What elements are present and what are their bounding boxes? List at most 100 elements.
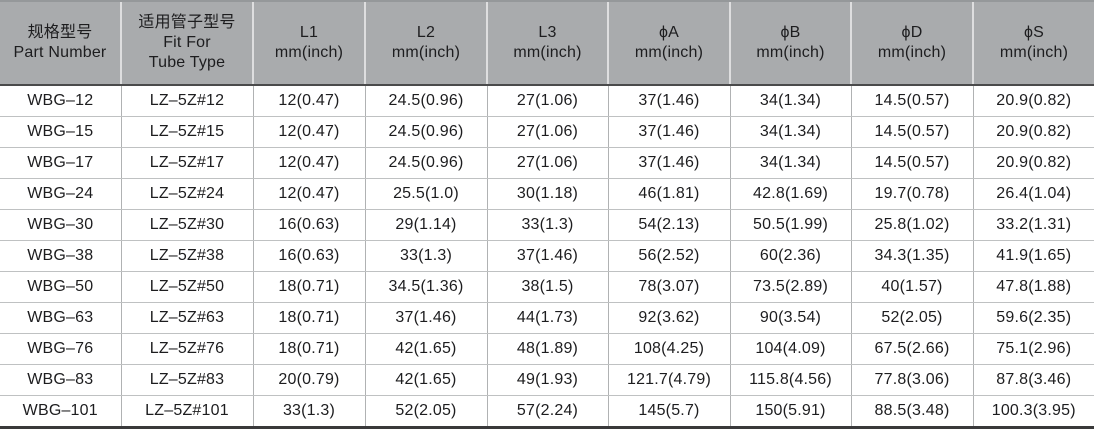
cell-phi-s: 41.9(1.65) [972, 240, 1094, 272]
cell-phi-s: 100.3(3.95) [972, 395, 1094, 429]
cell-phi-a: 121.7(4.79) [607, 364, 730, 396]
table-row: WBG–38 LZ–5Z#38 16(0.63) 33(1.3) 37(1.46) 56(… [0, 240, 1094, 272]
cell-l3: 57(2.24) [486, 395, 608, 429]
column-header-l3-line: mm(inch) [513, 44, 582, 61]
column-header-phi-b-line: mm(inch) [756, 44, 825, 61]
cell-part-number: WBG–63 [0, 302, 121, 334]
cell-phi-s: 26.4(1.04) [972, 178, 1094, 210]
cell-phi-a: 37(1.46) [607, 85, 730, 117]
cell-phi-d: 19.7(0.78) [850, 178, 973, 210]
table-row: WBG–24 LZ–5Z#24 12(0.47) 25.5(1.0) 30(1.18) 4… [0, 178, 1094, 210]
cell-tube-type: LZ–5Z#17 [120, 147, 253, 179]
column-header-phi-s-line: mm(inch) [999, 44, 1069, 61]
cell-tube-type: LZ–5Z#30 [120, 209, 253, 241]
table-body: WBG–12 LZ–5Z#12 12(0.47) 24.5(0.96) 27(1.06)… [0, 85, 1094, 429]
header-row: 规格型号 Part Number 适用管子型号 Fit For Tube Type L1 m… [0, 0, 1094, 86]
cell-l1: 16(0.63) [252, 240, 365, 272]
cell-l2: 42(1.65) [364, 364, 487, 396]
cell-phi-b: 73.5(2.89) [729, 271, 851, 303]
cell-phi-b: 115.8(4.56) [729, 364, 851, 396]
column-header-phi-b-line: ϕB [780, 24, 801, 41]
cell-phi-d: 14.5(0.57) [850, 85, 973, 117]
table-row: WBG–30 LZ–5Z#30 16(0.63) 29(1.14) 33(1.3) 54(… [0, 209, 1094, 241]
cell-l2: 34.5(1.36) [364, 271, 487, 303]
cell-l2: 52(2.05) [364, 395, 487, 429]
cell-l1: 18(0.71) [252, 302, 365, 334]
cell-phi-d: 52(2.05) [850, 302, 973, 334]
column-header-phi-d: ϕD mm(inch) [850, 0, 973, 86]
table-row: WBG–50 LZ–5Z#50 18(0.71) 34.5(1.36) 38(1.5) 7… [0, 271, 1094, 303]
table-row: WBG–63 LZ–5Z#63 18(0.71) 37(1.46) 44(1.73) 92… [0, 302, 1094, 334]
cell-tube-type: LZ–5Z#50 [120, 271, 253, 303]
column-header-phi-b: ϕB mm(inch) [729, 0, 851, 86]
cell-phi-d: 77.8(3.06) [850, 364, 973, 396]
cell-l2: 33(1.3) [364, 240, 487, 272]
cell-l3: 49(1.93) [486, 364, 608, 396]
table-row: WBG–101 LZ–5Z#101 33(1.3) 52(2.05) 57(2.24) 1… [0, 395, 1094, 429]
cell-tube-type: LZ–5Z#83 [120, 364, 253, 396]
cell-phi-b: 34(1.34) [729, 147, 851, 179]
cell-phi-s: 59.6(2.35) [972, 302, 1094, 334]
cell-l1: 33(1.3) [252, 395, 365, 429]
table-header: 规格型号 Part Number 适用管子型号 Fit For Tube Type L1 m… [0, 0, 1094, 86]
column-header-l1: L1 mm(inch) [252, 0, 365, 86]
cell-l1: 12(0.47) [252, 178, 365, 210]
cell-part-number: WBG–76 [0, 333, 121, 365]
column-header-l1-line: mm(inch) [274, 44, 344, 61]
cell-l1: 12(0.47) [252, 147, 365, 179]
column-header-tube-type-line: Tube Type [148, 54, 226, 71]
cell-phi-s: 20.9(0.82) [972, 85, 1094, 117]
cell-phi-a: 54(2.13) [607, 209, 730, 241]
cell-phi-a: 37(1.46) [607, 147, 730, 179]
cell-l1: 18(0.71) [252, 333, 365, 365]
cell-l1: 12(0.47) [252, 116, 365, 148]
cell-part-number: WBG–101 [0, 395, 121, 429]
cell-part-number: WBG–38 [0, 240, 121, 272]
table-row: WBG–17 LZ–5Z#17 12(0.47) 24.5(0.96) 27(1.06)… [0, 147, 1094, 179]
cell-part-number: WBG–30 [0, 209, 121, 241]
cell-l3: 44(1.73) [486, 302, 608, 334]
cell-tube-type: LZ–5Z#38 [120, 240, 253, 272]
column-header-tube-type: 适用管子型号 Fit For Tube Type [120, 0, 253, 86]
cell-phi-b: 50.5(1.99) [729, 209, 851, 241]
cell-phi-a: 92(3.62) [607, 302, 730, 334]
cell-phi-a: 78(3.07) [607, 271, 730, 303]
cell-phi-s: 20.9(0.82) [972, 147, 1094, 179]
cell-l3: 37(1.46) [486, 240, 608, 272]
cell-phi-d: 14.5(0.57) [850, 116, 973, 148]
cell-phi-b: 150(5.91) [729, 395, 851, 429]
cell-phi-b: 90(3.54) [729, 302, 851, 334]
column-header-part-number-line: 规格型号 [27, 24, 93, 41]
cell-l2: 24.5(0.96) [364, 85, 487, 117]
cell-phi-s: 75.1(2.96) [972, 333, 1094, 365]
cell-l2: 24.5(0.96) [364, 147, 487, 179]
cell-phi-a: 145(5.7) [607, 395, 730, 429]
cell-phi-d: 25.8(1.02) [850, 209, 973, 241]
cell-tube-type: LZ–5Z#76 [120, 333, 253, 365]
cell-l3: 27(1.06) [486, 116, 608, 148]
cell-l2: 29(1.14) [364, 209, 487, 241]
table-row: WBG–83 LZ–5Z#83 20(0.79) 42(1.65) 49(1.93) 12… [0, 364, 1094, 396]
column-header-phi-a-line: ϕA [658, 24, 680, 41]
cell-phi-a: 37(1.46) [607, 116, 730, 148]
cell-part-number: WBG–83 [0, 364, 121, 396]
cell-l2: 42(1.65) [364, 333, 487, 365]
table-row: WBG–15 LZ–5Z#15 12(0.47) 24.5(0.96) 27(1.06)… [0, 116, 1094, 148]
cell-l1: 12(0.47) [252, 85, 365, 117]
column-header-part-number-line: Part Number [13, 44, 107, 61]
cell-phi-a: 56(2.52) [607, 240, 730, 272]
cell-l1: 18(0.71) [252, 271, 365, 303]
cell-l3: 30(1.18) [486, 178, 608, 210]
cell-part-number: WBG–12 [0, 85, 121, 117]
cell-phi-d: 40(1.57) [850, 271, 973, 303]
cell-l3: 27(1.06) [486, 147, 608, 179]
cell-phi-d: 34.3(1.35) [850, 240, 973, 272]
column-header-l1-line: L1 [299, 24, 319, 41]
cell-phi-s: 47.8(1.88) [972, 271, 1094, 303]
column-header-l2-line: L2 [416, 24, 436, 41]
cell-phi-s: 20.9(0.82) [972, 116, 1094, 148]
cell-tube-type: LZ–5Z#24 [120, 178, 253, 210]
cell-tube-type: LZ–5Z#101 [120, 395, 253, 429]
